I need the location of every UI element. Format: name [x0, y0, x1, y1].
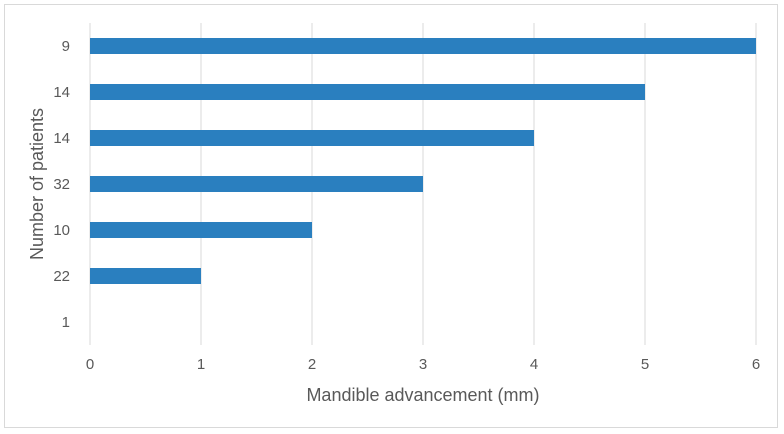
y-tick-labels: 9 14 14 32 10 22 1 — [53, 38, 70, 331]
gridlines — [89, 23, 757, 345]
x-tick-label: 1 — [197, 356, 205, 373]
bar — [90, 130, 534, 146]
bar — [90, 176, 423, 192]
y-tick-label: 1 — [62, 314, 70, 331]
x-axis-title: Mandible advancement (mm) — [306, 385, 539, 405]
x-tick-label: 0 — [86, 356, 94, 373]
y-axis-title: Number of patients — [27, 108, 47, 260]
y-tick-label: 9 — [62, 38, 70, 55]
bar — [90, 222, 312, 238]
x-tick-label: 3 — [419, 356, 427, 373]
x-tick-label: 6 — [752, 356, 760, 373]
bar — [90, 268, 201, 284]
bar — [90, 84, 645, 100]
chart-frame — [4, 4, 778, 428]
bars — [90, 38, 756, 284]
x-tick-label: 4 — [530, 356, 538, 373]
y-tick-label: 32 — [53, 176, 70, 193]
bar — [90, 38, 756, 54]
y-tick-label: 10 — [53, 222, 70, 239]
x-tick-labels: 0 1 2 3 4 5 6 — [86, 356, 760, 373]
y-tick-label: 14 — [53, 84, 70, 101]
y-tick-label: 14 — [53, 130, 70, 147]
x-tick-label: 2 — [308, 356, 316, 373]
y-tick-label: 22 — [53, 268, 70, 285]
x-tick-label: 5 — [641, 356, 649, 373]
